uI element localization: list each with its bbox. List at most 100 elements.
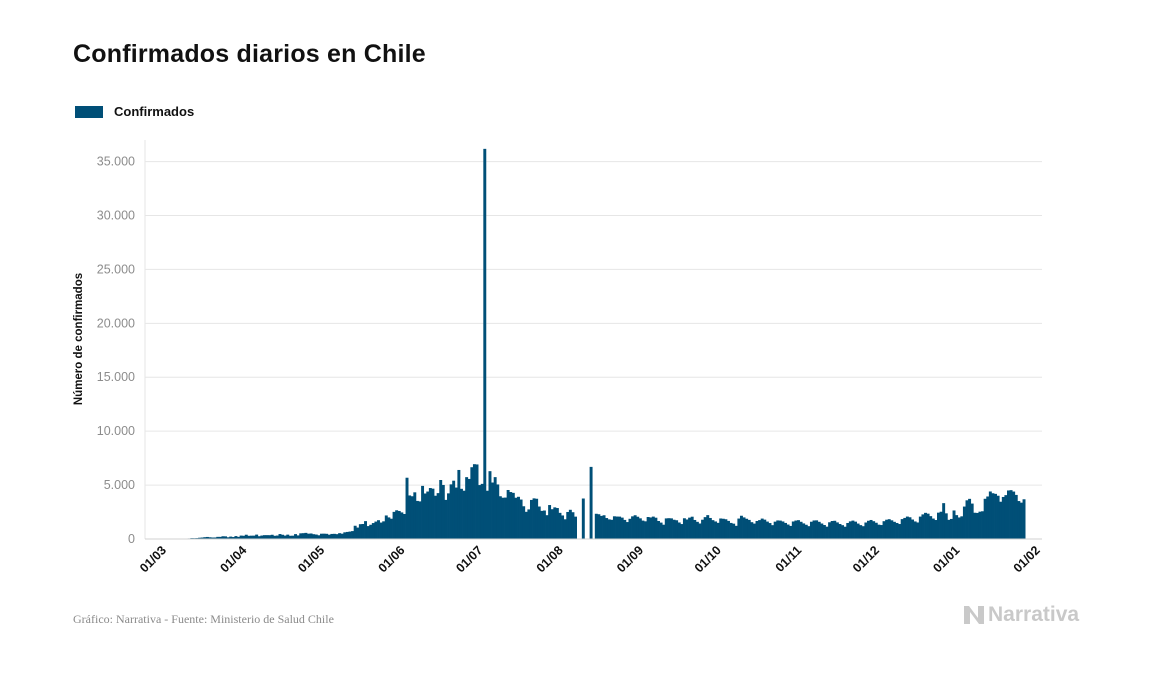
bar — [830, 521, 834, 539]
bar — [703, 517, 707, 539]
bar — [470, 467, 474, 539]
bar — [312, 534, 316, 539]
bar — [986, 496, 990, 539]
bar — [833, 520, 837, 539]
bar — [275, 535, 279, 539]
bar — [242, 535, 246, 539]
bar — [1014, 494, 1018, 539]
bar — [325, 533, 329, 539]
bar — [405, 477, 409, 539]
bar — [1017, 501, 1021, 539]
bar — [379, 522, 383, 539]
bar — [208, 537, 212, 539]
bar — [278, 534, 282, 539]
bar — [1001, 496, 1005, 539]
brand-name: Narrativa — [988, 603, 1080, 626]
bar — [449, 484, 453, 539]
bar — [364, 521, 368, 539]
bar — [296, 535, 300, 539]
bar — [911, 519, 915, 539]
bar — [727, 520, 730, 539]
bar — [615, 516, 619, 539]
bar — [623, 519, 627, 539]
legend-swatch — [75, 105, 103, 118]
bar — [462, 490, 466, 539]
bar — [1009, 490, 1013, 539]
bar — [472, 464, 476, 539]
bar — [384, 515, 388, 539]
bar — [327, 534, 331, 539]
bar — [781, 521, 785, 539]
bar — [563, 519, 567, 539]
bar — [771, 525, 775, 539]
bar — [625, 522, 629, 539]
bar — [701, 519, 705, 539]
x-tick-label: 01/10 — [692, 543, 724, 575]
bar — [841, 525, 845, 539]
bar — [789, 525, 793, 539]
bar — [480, 483, 484, 539]
chart-title: Confirmados diarios en Chile — [73, 40, 426, 68]
bar — [952, 510, 956, 539]
bar — [820, 523, 824, 539]
bar — [835, 522, 839, 539]
bar — [351, 531, 355, 539]
y-tick-label: 0 — [128, 532, 135, 546]
bar — [854, 521, 857, 539]
x-tick-label: 01/02 — [1011, 543, 1043, 575]
bar — [942, 503, 946, 539]
bar — [317, 535, 321, 539]
bar — [288, 535, 292, 539]
bar — [332, 533, 336, 539]
bar — [620, 517, 624, 539]
bar — [931, 518, 935, 539]
bar — [716, 522, 720, 539]
bar — [916, 522, 920, 539]
bar — [994, 493, 997, 539]
bar — [252, 535, 256, 539]
bar — [566, 511, 570, 539]
bar — [999, 501, 1003, 539]
bar — [867, 520, 870, 539]
bar — [644, 521, 647, 539]
bar — [680, 524, 684, 539]
bar — [975, 512, 979, 539]
bar — [319, 533, 323, 539]
bar — [485, 490, 489, 539]
bar — [631, 516, 635, 539]
bar — [698, 523, 702, 539]
narrativa-logo-icon — [964, 606, 984, 624]
bar — [872, 521, 876, 539]
bar — [249, 535, 253, 539]
bar — [742, 517, 746, 539]
bar — [356, 527, 360, 539]
bar — [281, 534, 285, 539]
bar — [421, 485, 425, 539]
bar — [638, 518, 642, 539]
bar — [934, 520, 938, 539]
bar — [685, 519, 689, 539]
bar — [649, 517, 653, 539]
bar — [763, 519, 767, 539]
bar — [610, 519, 614, 539]
bar — [724, 519, 728, 539]
bar — [669, 518, 673, 539]
bar — [843, 526, 847, 539]
bar — [1007, 490, 1010, 539]
bar — [895, 522, 899, 539]
bar — [496, 484, 500, 539]
bar — [672, 519, 676, 539]
bar — [799, 521, 803, 539]
bar — [981, 511, 985, 539]
bar — [747, 519, 751, 539]
bar — [721, 518, 725, 539]
bar — [550, 509, 554, 539]
bar — [447, 493, 450, 539]
bar — [504, 497, 508, 539]
bar — [340, 533, 344, 539]
bar — [374, 521, 378, 539]
bar — [825, 526, 829, 539]
bar — [542, 510, 546, 539]
bar — [711, 520, 715, 539]
bar — [426, 491, 430, 539]
